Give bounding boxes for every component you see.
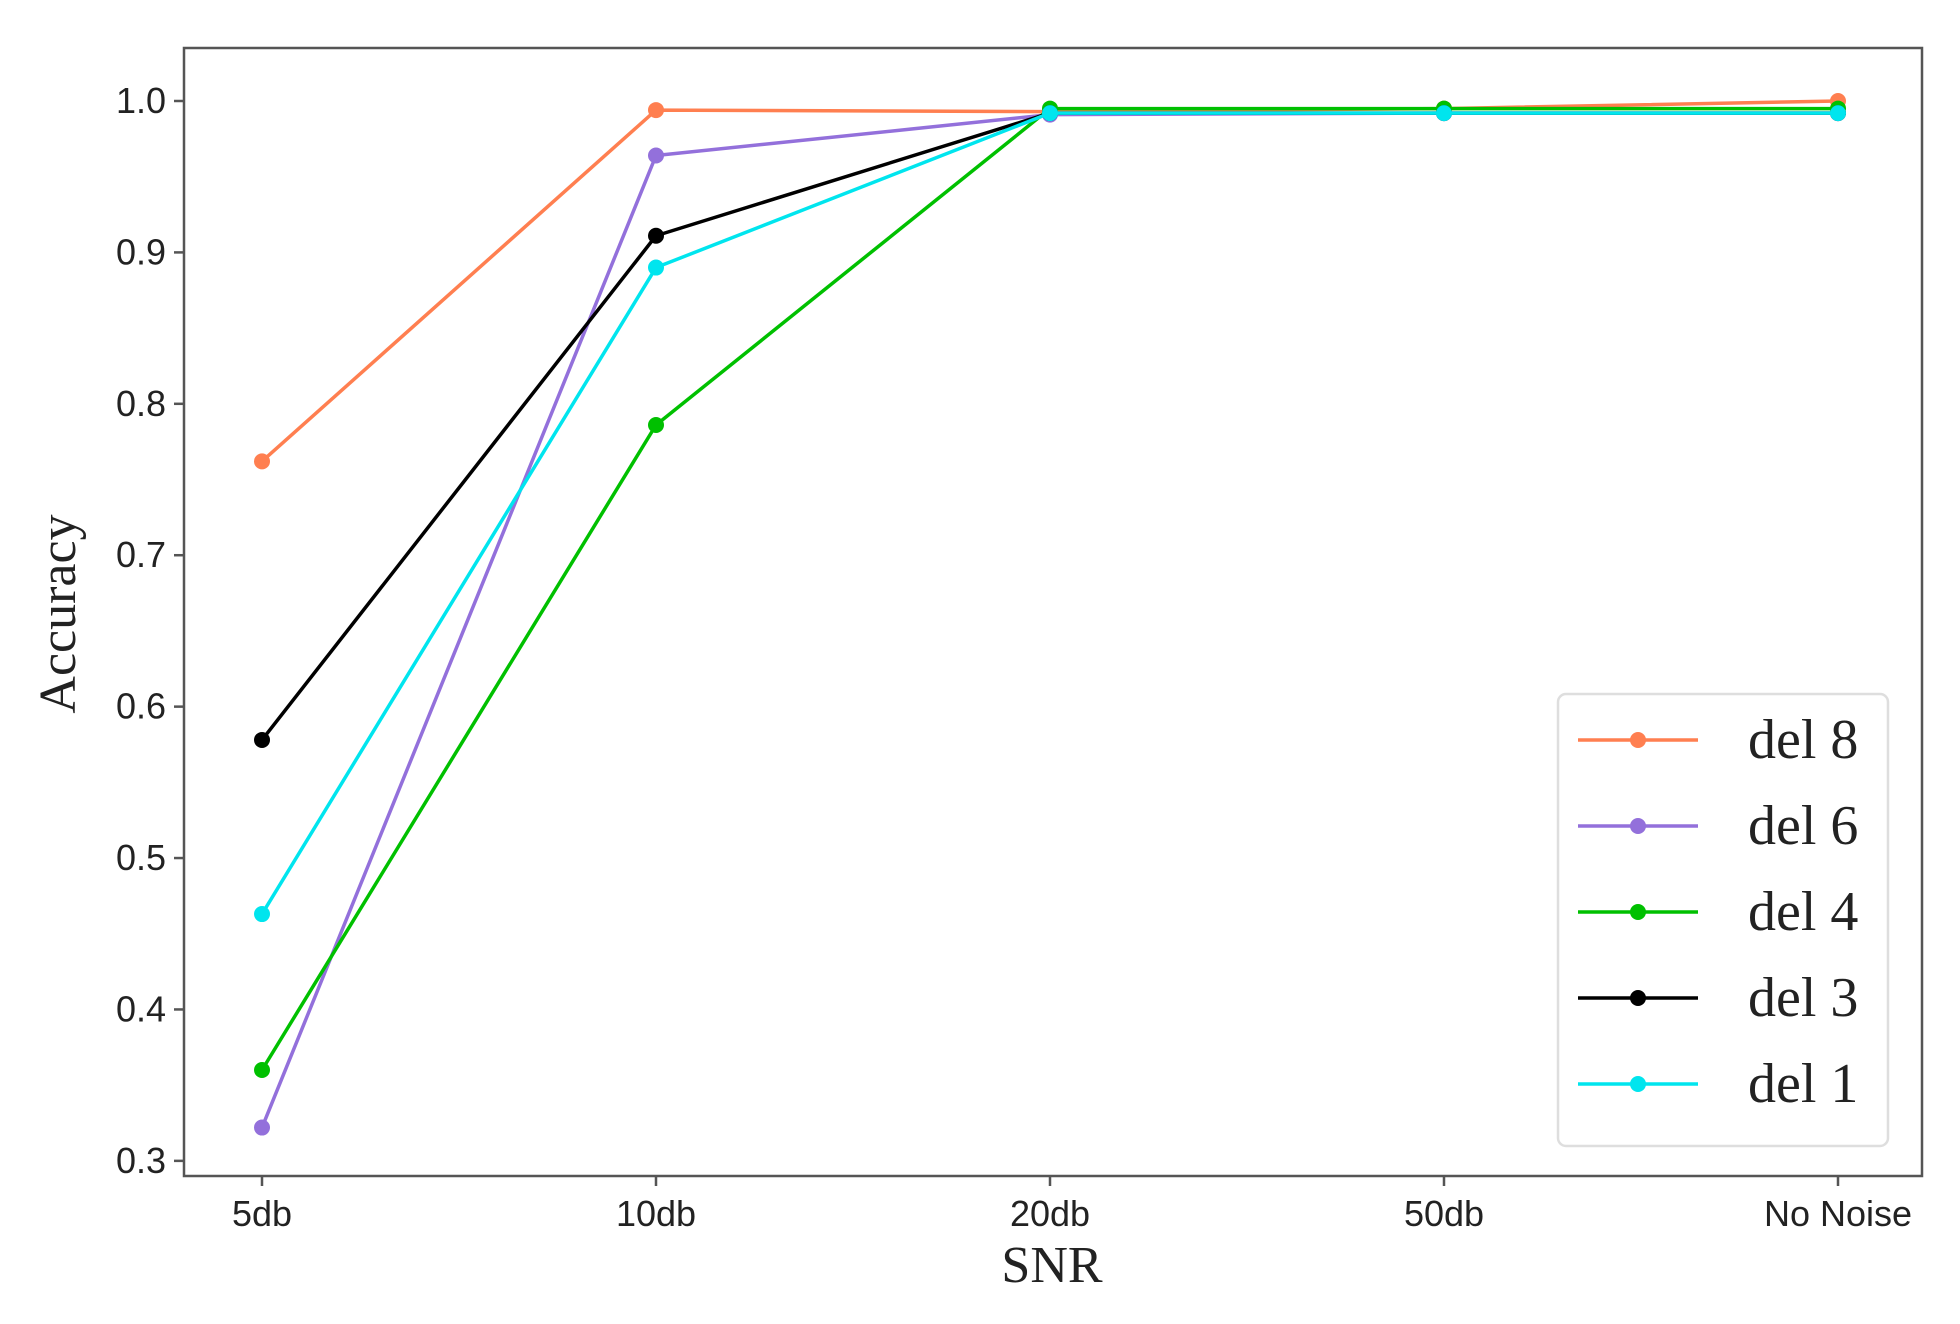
data-point-del-3 — [648, 227, 664, 244]
data-point-del-6 — [254, 1119, 270, 1136]
legend-marker-del-8 — [1630, 732, 1646, 748]
y-tick-label: 0.9 — [116, 231, 166, 272]
data-point-del-4 — [648, 417, 664, 434]
x-tick-label: 5db — [232, 1193, 292, 1234]
data-point-del-8 — [648, 102, 664, 119]
y-tick-label: 0.4 — [116, 988, 166, 1029]
y-tick-label: 0.5 — [116, 837, 166, 878]
y-axis-title: Accuracy — [30, 514, 87, 713]
x-axis-title: SNR — [1001, 1237, 1102, 1294]
legend-label-del-1: del 1 — [1748, 1053, 1858, 1115]
data-point-del-8 — [254, 453, 270, 470]
legend-marker-del-3 — [1630, 990, 1646, 1006]
legend-label-del-6: del 6 — [1748, 795, 1858, 857]
data-point-del-1 — [1436, 105, 1452, 122]
data-point-del-6 — [648, 147, 664, 164]
x-tick-label: No Noise — [1764, 1193, 1912, 1234]
x-tick-label: 20db — [1010, 1193, 1090, 1234]
data-point-del-1 — [648, 259, 664, 276]
data-point-del-4 — [254, 1062, 270, 1079]
legend-label-del-3: del 3 — [1748, 967, 1858, 1029]
data-point-del-3 — [254, 731, 270, 748]
y-tick-label: 0.3 — [116, 1140, 166, 1181]
plot-area — [254, 92, 1846, 1136]
legend-marker-del-1 — [1630, 1076, 1646, 1092]
legend-label-del-8: del 8 — [1748, 709, 1858, 771]
y-tick-label: 0.8 — [116, 383, 166, 424]
legend-box — [1556, 692, 1890, 1148]
legend-marker-del-6 — [1630, 818, 1646, 834]
y-tick-label: 0.7 — [116, 534, 166, 575]
data-point-del-1 — [1042, 105, 1058, 122]
data-point-del-1 — [254, 906, 270, 923]
legend-label-del-4: del 4 — [1748, 881, 1858, 943]
legend-marker-del-4 — [1630, 904, 1646, 920]
plot-frame — [182, 46, 1924, 1178]
x-tick-label: 10db — [616, 1193, 696, 1234]
y-tick-label: 1.0 — [116, 80, 166, 121]
x-tick-label: 50db — [1404, 1193, 1484, 1234]
axes: 0.3 0.4 0.5 0.6 0.7 0.8 0.9 1.0 5db 10db 20db 50db N… — [116, 46, 1924, 1234]
y-tick-label: 0.6 — [116, 686, 166, 727]
data-point-del-1 — [1830, 105, 1846, 122]
legend: del 8 del 6 del 4 del 3 del 1 — [1556, 692, 1890, 1148]
